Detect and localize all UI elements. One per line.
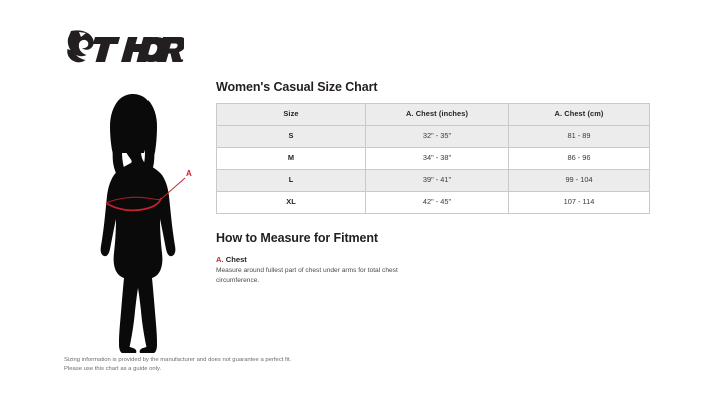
cell-size: L [216,169,366,192]
figure-foot-right [139,342,157,353]
table-row: XL 42" - 45" 107 - 114 [216,191,650,214]
disclaimer-line-1: Sizing information is provided by the ma… [64,357,292,363]
table-head: Size A. Chest (inches) A. Chest (cm) [216,103,650,126]
column-header-chest-in: A. Chest (inches) [365,103,509,126]
size-chart-table: Size A. Chest (inches) A. Chest (cm) S 3… [216,103,650,214]
measure-item-label: A. Chest [216,255,652,264]
measure-item-name: Chest [225,255,247,264]
cell-chest-in: 34" - 38" [365,147,509,170]
disclaimer: Sizing information is provided by the ma… [64,356,394,374]
how-to-measure-title: How to Measure for Fitment [216,231,378,245]
thor-trademark-dot [180,59,184,62]
column-header-size: Size [216,103,366,126]
cell-chest-in: 32" - 35" [365,125,509,148]
cell-chest-cm: 107 - 114 [508,191,650,214]
content-column: Women's Casual Size Chart Size A. Chest … [216,80,652,285]
measure-item-description: Measure around fullest part of chest und… [216,267,398,284]
table-header-row: Size A. Chest (inches) A. Chest (cm) [216,103,650,126]
cell-chest-cm: 99 - 104 [508,169,650,192]
cell-size: S [216,125,366,148]
measure-item-chest: A. Chest Measure around fullest part of … [216,255,652,285]
table-body: S 32" - 35" 81 - 89 M 34" - 38" 86 - 96 … [216,125,650,214]
disclaimer-line-2: Please use this chart as a guide only. [64,366,162,373]
chest-callout-label: A [186,169,192,178]
thor-wordmark [93,37,186,62]
figure-body [100,150,176,352]
cell-size: M [216,147,366,170]
cell-size: XL [216,191,366,214]
measure-item-letter: A. [216,255,224,264]
cell-chest-in: 42" - 45" [365,191,509,214]
cell-chest-in: 39" - 41" [365,169,509,192]
figure-head [112,94,154,153]
chest-measure-line-back [105,196,162,204]
figure-foot-left [119,342,137,353]
how-to-measure-section: How to Measure for Fitment A. Chest Meas… [216,231,652,285]
thor-helmet-mark [67,30,94,63]
table-row: M 34" - 38" 86 - 96 [216,147,650,170]
silhouette-svg: A [100,94,192,353]
thor-logo [64,28,186,66]
chest-callout-leader [159,177,186,201]
table-row: S 32" - 35" 81 - 89 [216,125,650,148]
page-title: Women's Casual Size Chart [216,80,378,94]
cell-chest-cm: 86 - 96 [508,147,650,170]
female-body-silhouette: A [72,92,207,354]
column-header-chest-cm: A. Chest (cm) [508,103,650,126]
chest-measure-line [105,197,162,212]
table-row: L 39" - 41" 99 - 104 [216,169,650,192]
cell-chest-cm: 81 - 89 [508,125,650,148]
thor-logo-svg [67,30,186,63]
